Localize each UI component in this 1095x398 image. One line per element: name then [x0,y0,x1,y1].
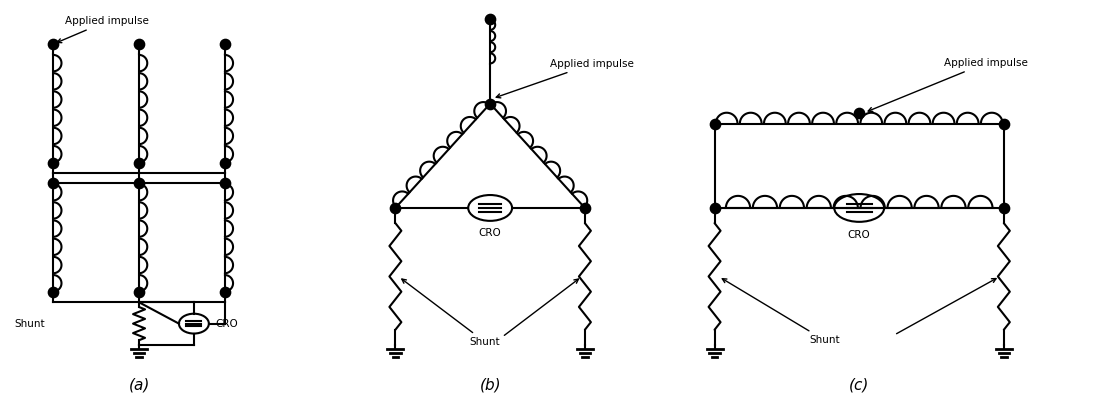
Text: Shunt: Shunt [402,279,500,347]
Text: CRO: CRO [216,319,239,329]
Point [130,289,148,296]
Text: Applied impulse: Applied impulse [868,58,1028,111]
Text: (c): (c) [849,377,869,392]
Point [216,180,233,186]
Text: CRO: CRO [479,228,502,238]
Point [45,41,62,47]
Point [706,120,724,127]
Text: Shunt: Shunt [14,319,45,329]
Point [995,120,1013,127]
Text: CRO: CRO [848,230,871,240]
Point [45,180,62,186]
Point [706,205,724,211]
Point [216,289,233,296]
Point [130,160,148,166]
Text: (a): (a) [128,377,150,392]
Point [45,160,62,166]
Text: (b): (b) [480,377,500,392]
Text: Applied impulse: Applied impulse [496,59,634,98]
Point [576,205,593,211]
Point [482,100,499,107]
Point [130,180,148,186]
Point [995,205,1013,211]
Point [216,41,233,47]
Point [482,16,499,22]
Text: Shunt: Shunt [723,279,840,345]
Point [387,205,404,211]
Point [216,160,233,166]
Point [130,41,148,47]
Point [45,289,62,296]
Text: Applied impulse: Applied impulse [57,16,149,43]
Point [851,109,868,116]
